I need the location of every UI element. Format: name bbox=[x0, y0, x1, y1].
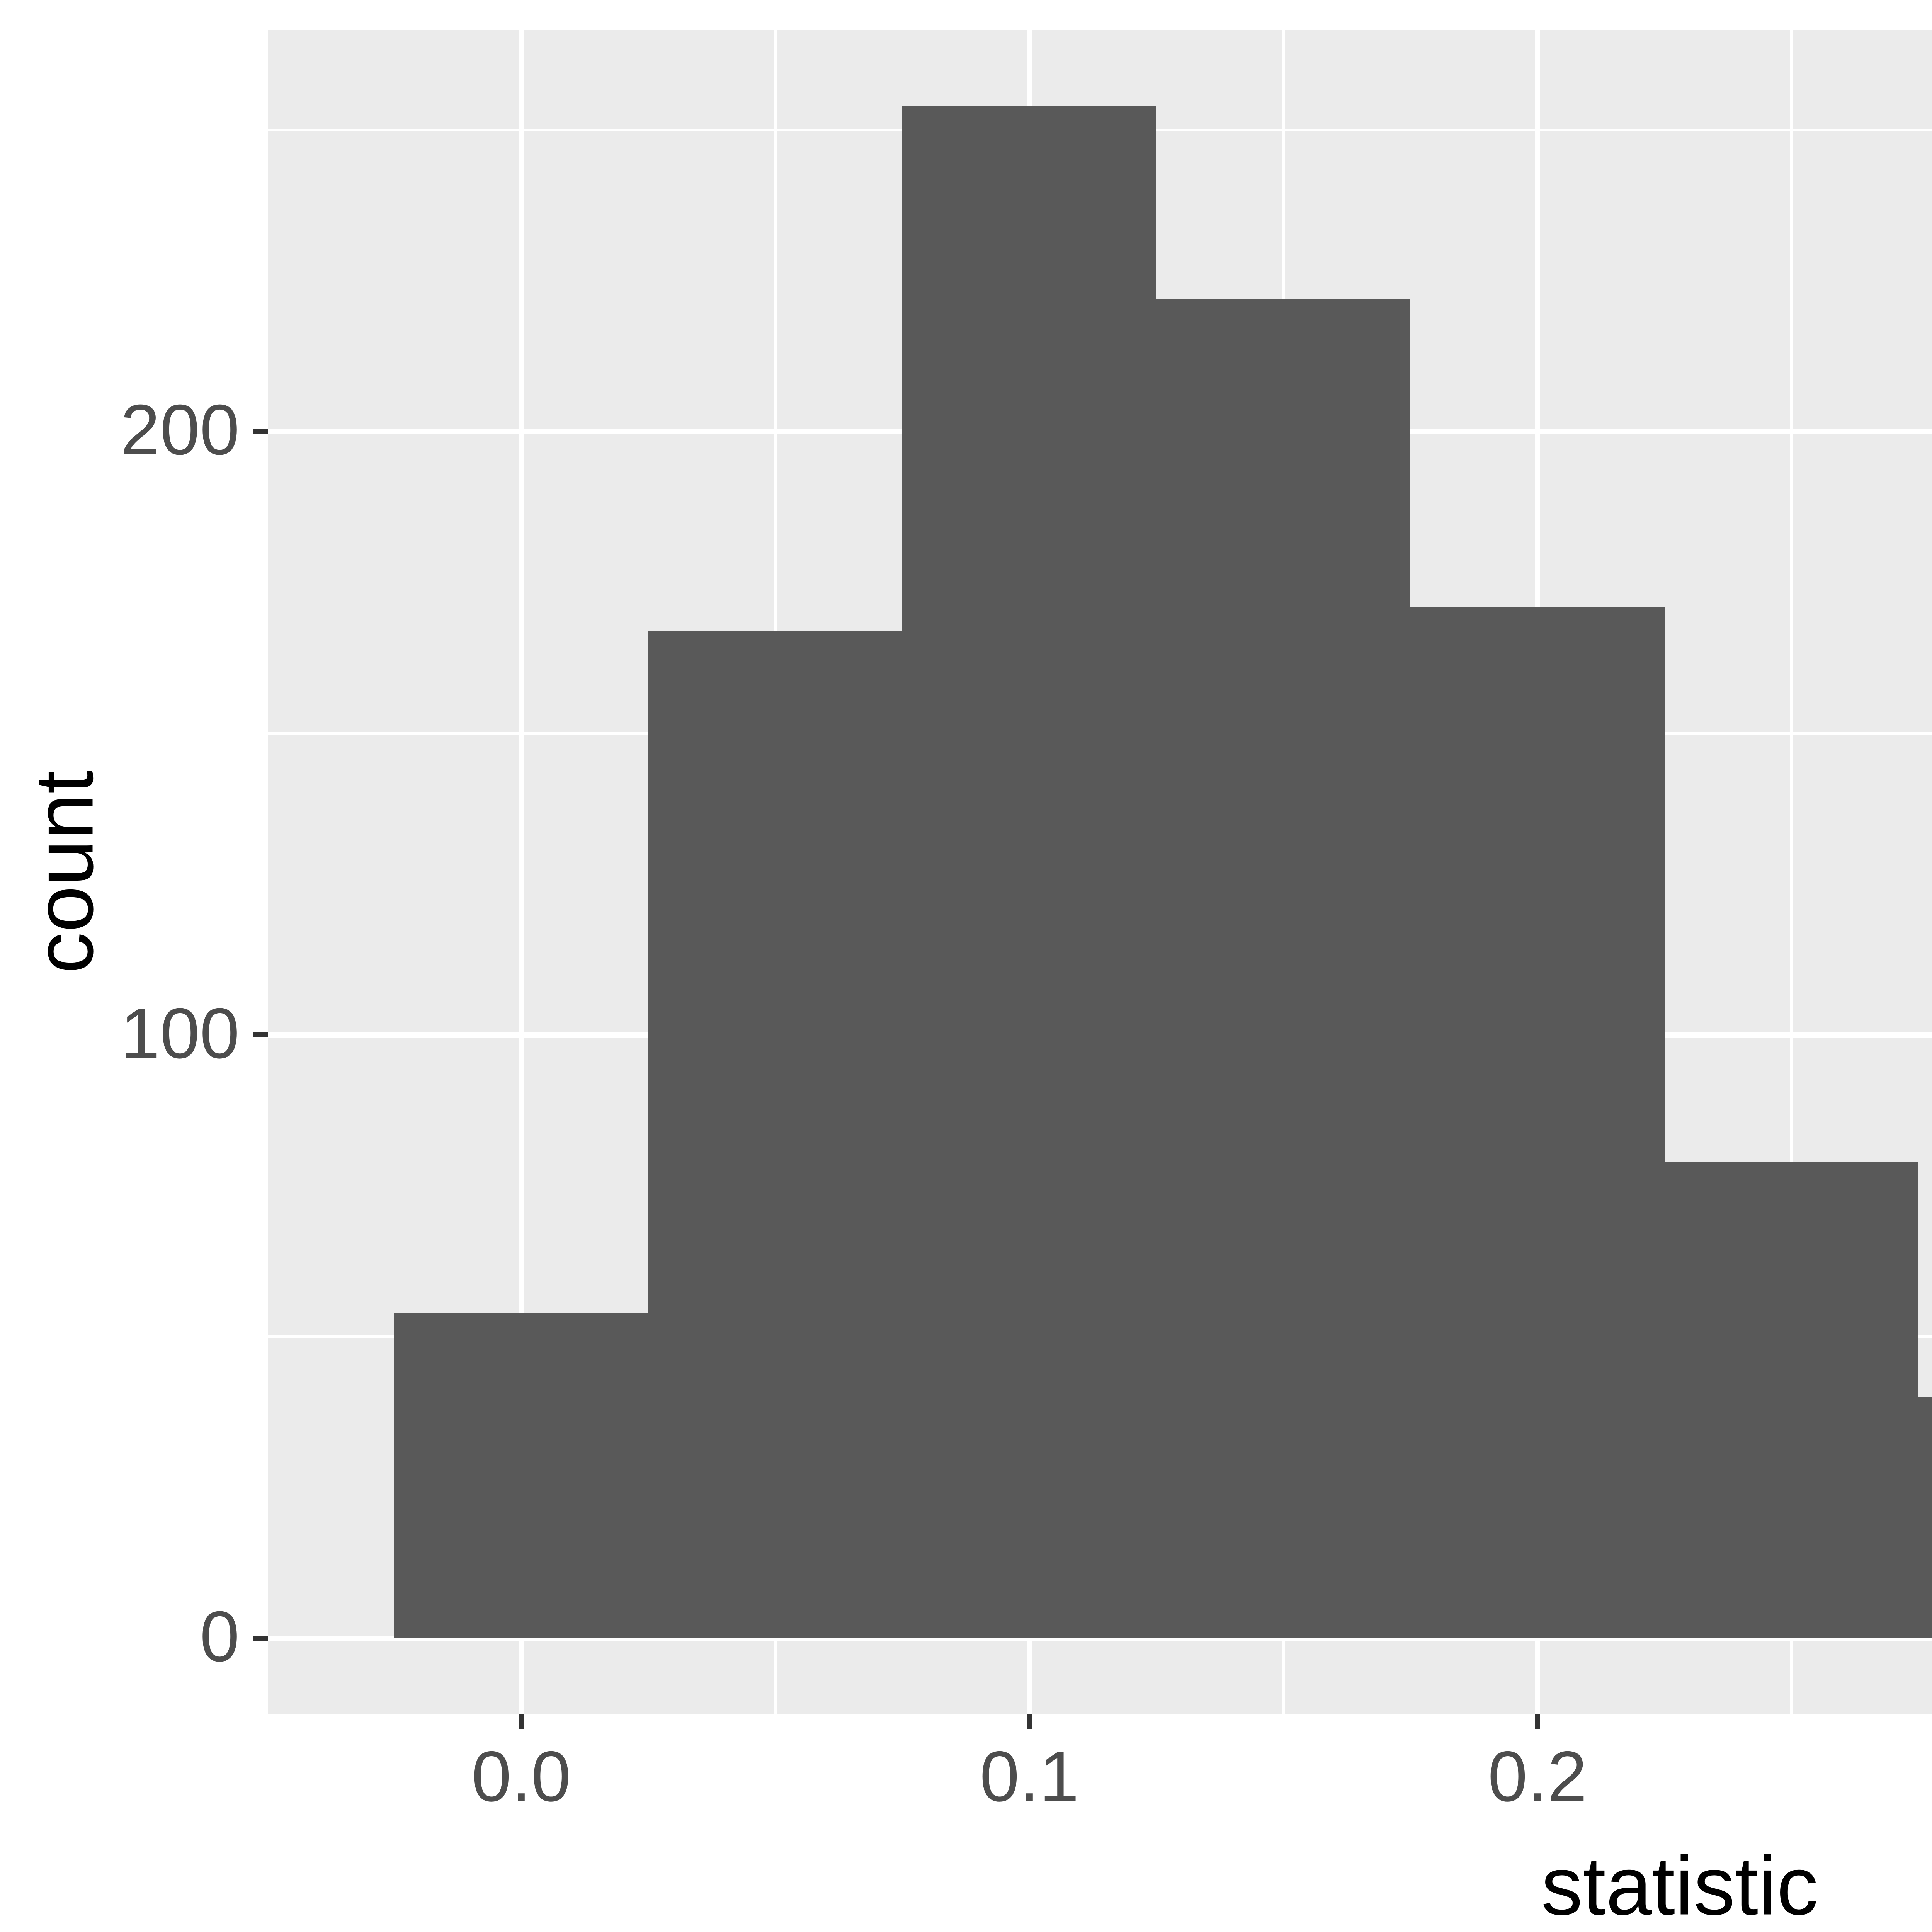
y-axis-tick bbox=[253, 1636, 268, 1641]
histogram-bar bbox=[394, 1312, 648, 1638]
plot-panel bbox=[268, 30, 1932, 1714]
histogram-bar bbox=[648, 631, 903, 1638]
histogram-bar bbox=[902, 105, 1156, 1638]
histogram-bar bbox=[1410, 606, 1665, 1638]
histogram-bar bbox=[1156, 299, 1411, 1638]
y-axis-tick bbox=[253, 429, 268, 434]
y-axis-tick bbox=[253, 1032, 268, 1037]
y-tick-label: 100 bbox=[120, 993, 240, 1073]
x-axis-tick bbox=[1535, 1714, 1540, 1729]
x-axis-title: statistic bbox=[1541, 1839, 1818, 1932]
x-axis-tick bbox=[519, 1714, 524, 1729]
x-axis-tick bbox=[1027, 1714, 1032, 1729]
x-tick-label: 0.1 bbox=[980, 1737, 1079, 1816]
gridline-x-major bbox=[519, 30, 524, 1714]
y-tick-label: 200 bbox=[120, 390, 240, 470]
x-tick-label: 0.2 bbox=[1488, 1737, 1587, 1816]
y-tick-label: 0 bbox=[200, 1597, 240, 1677]
y-axis-title: count bbox=[17, 770, 111, 974]
gridline-x-minor bbox=[1790, 30, 1793, 1714]
histogram-bar bbox=[1664, 1162, 1919, 1638]
histogram-bar bbox=[1918, 1397, 1932, 1638]
x-tick-label: 0.0 bbox=[471, 1737, 571, 1816]
